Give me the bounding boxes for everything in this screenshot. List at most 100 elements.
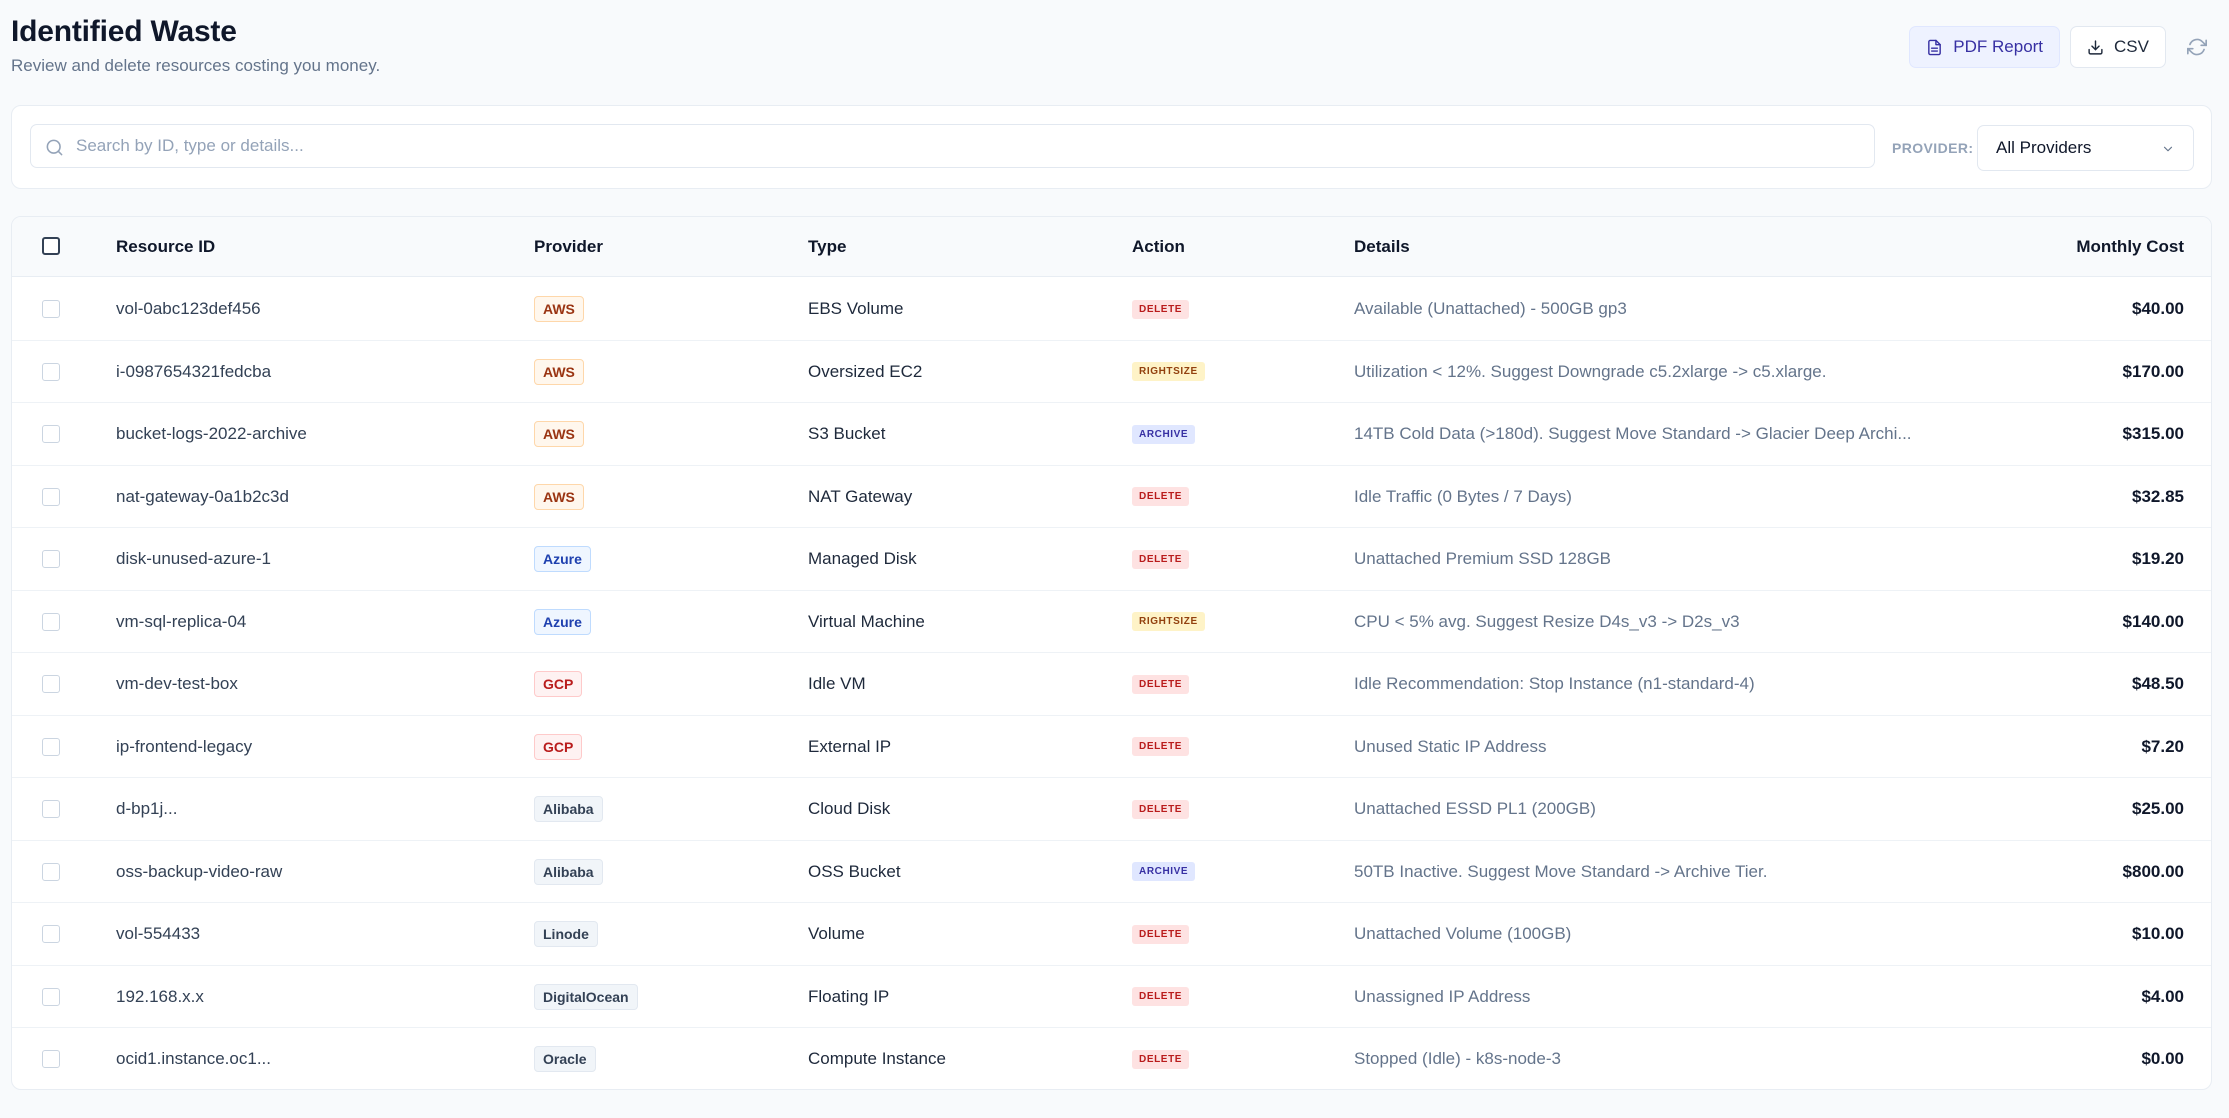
- page-header: Identified Waste Review and delete resou…: [11, 14, 2218, 84]
- provider-cell: Oracle: [534, 1028, 596, 1089]
- refresh-icon: [2187, 38, 2207, 56]
- row-checkbox-cell: [42, 1028, 60, 1089]
- resource-details: Unassigned IP Address: [1354, 986, 1531, 1006]
- resource-type: Floating IP: [808, 986, 890, 1006]
- resource-type: Oversized EC2: [808, 361, 923, 381]
- row-checkbox-cell: [42, 466, 60, 528]
- monthly-cost: $140.00: [2122, 611, 2184, 631]
- provider-cell: GCP: [534, 716, 583, 778]
- resource-details: 50TB Inactive. Suggest Move Standard -> …: [1354, 861, 1768, 881]
- row-checkbox-cell: [42, 778, 60, 840]
- column-provider[interactable]: Provider: [534, 237, 603, 256]
- page-title: Identified Waste: [11, 15, 237, 48]
- search-input[interactable]: [76, 125, 1856, 167]
- table-row[interactable]: vol-554433 Linode Volume DELETE Unattached V…: [12, 903, 2211, 966]
- resource-details: Unattached Volume (100GB): [1354, 924, 1572, 943]
- refresh-button[interactable]: [2176, 26, 2218, 68]
- action-cell: DELETE: [1132, 278, 1190, 340]
- provider-cell: AWS: [534, 466, 584, 528]
- row-checkbox[interactable]: [42, 675, 60, 693]
- monthly-cost: $19.20: [2132, 549, 2184, 568]
- row-checkbox[interactable]: [42, 987, 60, 1006]
- provider-badge: Alibaba: [534, 858, 603, 885]
- provider-badge: AWS: [534, 296, 584, 322]
- action-badge: RIGHTSIZE: [1132, 362, 1205, 381]
- resource-details: Available (Unattached) - 500GB gp3: [1354, 299, 1627, 318]
- column-details[interactable]: Details: [1354, 237, 1410, 256]
- resource-id: ip-frontend-legacy: [116, 736, 253, 756]
- row-checkbox[interactable]: [42, 362, 60, 381]
- table-row[interactable]: disk-unused-azure-1 Azure Managed Disk DELE…: [12, 528, 2211, 591]
- row-checkbox[interactable]: [42, 800, 60, 818]
- table-row[interactable]: vol-0abc123def456 AWS EBS Volume DELETE Avai…: [12, 278, 2211, 341]
- resource-type: Virtual Machine: [808, 611, 925, 631]
- filter-bar: PROVIDER: All Providers: [11, 105, 2212, 189]
- table-row[interactable]: ip-frontend-legacy GCP External IP DELETE Un…: [12, 716, 2211, 778]
- column-type[interactable]: Type: [808, 237, 847, 256]
- search-box[interactable]: [30, 124, 1875, 168]
- table-row[interactable]: bucket-logs-2022-archive AWS S3 Bucket ARCH…: [12, 403, 2211, 466]
- action-badge: DELETE: [1132, 1049, 1190, 1069]
- page-subtitle: Review and delete resources costing you …: [11, 56, 381, 75]
- download-icon: [2088, 39, 2103, 55]
- provider-select[interactable]: All Providers: [1977, 125, 2194, 171]
- csv-export-label: CSV: [2114, 37, 2149, 56]
- resource-id: vol-554433: [116, 924, 201, 943]
- provider-badge: Oracle: [534, 1046, 596, 1072]
- column-action[interactable]: Action: [1132, 237, 1185, 256]
- action-cell: ARCHIVE: [1132, 403, 1196, 465]
- row-checkbox[interactable]: [42, 487, 60, 506]
- row-checkbox[interactable]: [42, 737, 60, 756]
- resource-details: Unused Static IP Address: [1354, 736, 1547, 756]
- table-row[interactable]: oss-backup-video-raw Alibaba OSS Bucket ARC…: [12, 841, 2211, 903]
- row-checkbox-cell: [42, 903, 60, 965]
- table-row[interactable]: nat-gateway-0a1b2c3d AWS NAT Gateway DELETE…: [12, 466, 2211, 528]
- table-row[interactable]: vm-sql-replica-04 Azure Virtual Machine RIG…: [12, 591, 2211, 653]
- provider-cell: DigitalOcean: [534, 966, 638, 1028]
- row-checkbox[interactable]: [42, 550, 60, 568]
- csv-export-button[interactable]: CSV: [2070, 26, 2166, 68]
- row-checkbox-cell: [42, 653, 60, 715]
- row-checkbox[interactable]: [42, 425, 60, 443]
- resource-details: Idle Traffic (0 Bytes / 7 Days): [1354, 486, 1572, 506]
- row-checkbox[interactable]: [42, 612, 60, 631]
- resource-details: Idle Recommendation: Stop Instance (n1-s…: [1354, 674, 1755, 693]
- resource-type: OSS Bucket: [808, 861, 901, 881]
- column-resource-id[interactable]: Resource ID: [116, 237, 216, 256]
- pdf-report-button[interactable]: PDF Report: [1909, 26, 2061, 68]
- select-all-checkbox[interactable]: [42, 237, 60, 255]
- action-cell: DELETE: [1132, 653, 1190, 715]
- action-badge: ARCHIVE: [1132, 862, 1196, 881]
- provider-badge: Azure: [534, 608, 591, 635]
- search-icon: [46, 139, 63, 156]
- provider-badge: GCP: [534, 733, 583, 760]
- provider-badge: Alibaba: [534, 796, 603, 822]
- row-checkbox-cell: [42, 278, 60, 340]
- action-badge: DELETE: [1132, 674, 1190, 694]
- action-cell: DELETE: [1132, 716, 1190, 778]
- resource-id: d-bp1j...: [116, 799, 178, 818]
- table-row[interactable]: ocid1.instance.oc1... Oracle Compute Insta…: [12, 1028, 2211, 1089]
- row-checkbox[interactable]: [42, 300, 60, 318]
- column-monthly-cost[interactable]: Monthly Cost: [2076, 237, 2184, 256]
- table-row[interactable]: i-0987654321fedcba AWS Oversized EC2 RIGHTS…: [12, 341, 2211, 403]
- table-row[interactable]: 192.168.x.x DigitalOcean Floating IP DELETE…: [12, 966, 2211, 1028]
- table-row[interactable]: d-bp1j... Alibaba Cloud Disk DELETE Unattach…: [12, 778, 2211, 841]
- action-badge: DELETE: [1132, 737, 1190, 756]
- monthly-cost: $40.00: [2132, 299, 2184, 318]
- row-checkbox[interactable]: [42, 925, 60, 943]
- row-checkbox-cell: [42, 403, 60, 465]
- resource-id: vm-dev-test-box: [116, 674, 238, 693]
- row-checkbox[interactable]: [42, 862, 60, 881]
- row-checkbox-cell: [42, 591, 60, 653]
- action-badge: ARCHIVE: [1132, 424, 1196, 444]
- row-checkbox[interactable]: [42, 1050, 60, 1068]
- table-row[interactable]: vm-dev-test-box GCP Idle VM DELETE Idle Reco…: [12, 653, 2211, 716]
- resource-id: disk-unused-azure-1: [116, 549, 271, 568]
- action-cell: DELETE: [1132, 778, 1190, 840]
- provider-cell: Azure: [534, 591, 591, 653]
- select-all-checkbox-cell: [42, 237, 60, 255]
- action-badge: DELETE: [1132, 549, 1190, 569]
- row-checkbox-cell: [42, 716, 60, 778]
- monthly-cost: $4.00: [2141, 986, 2184, 1006]
